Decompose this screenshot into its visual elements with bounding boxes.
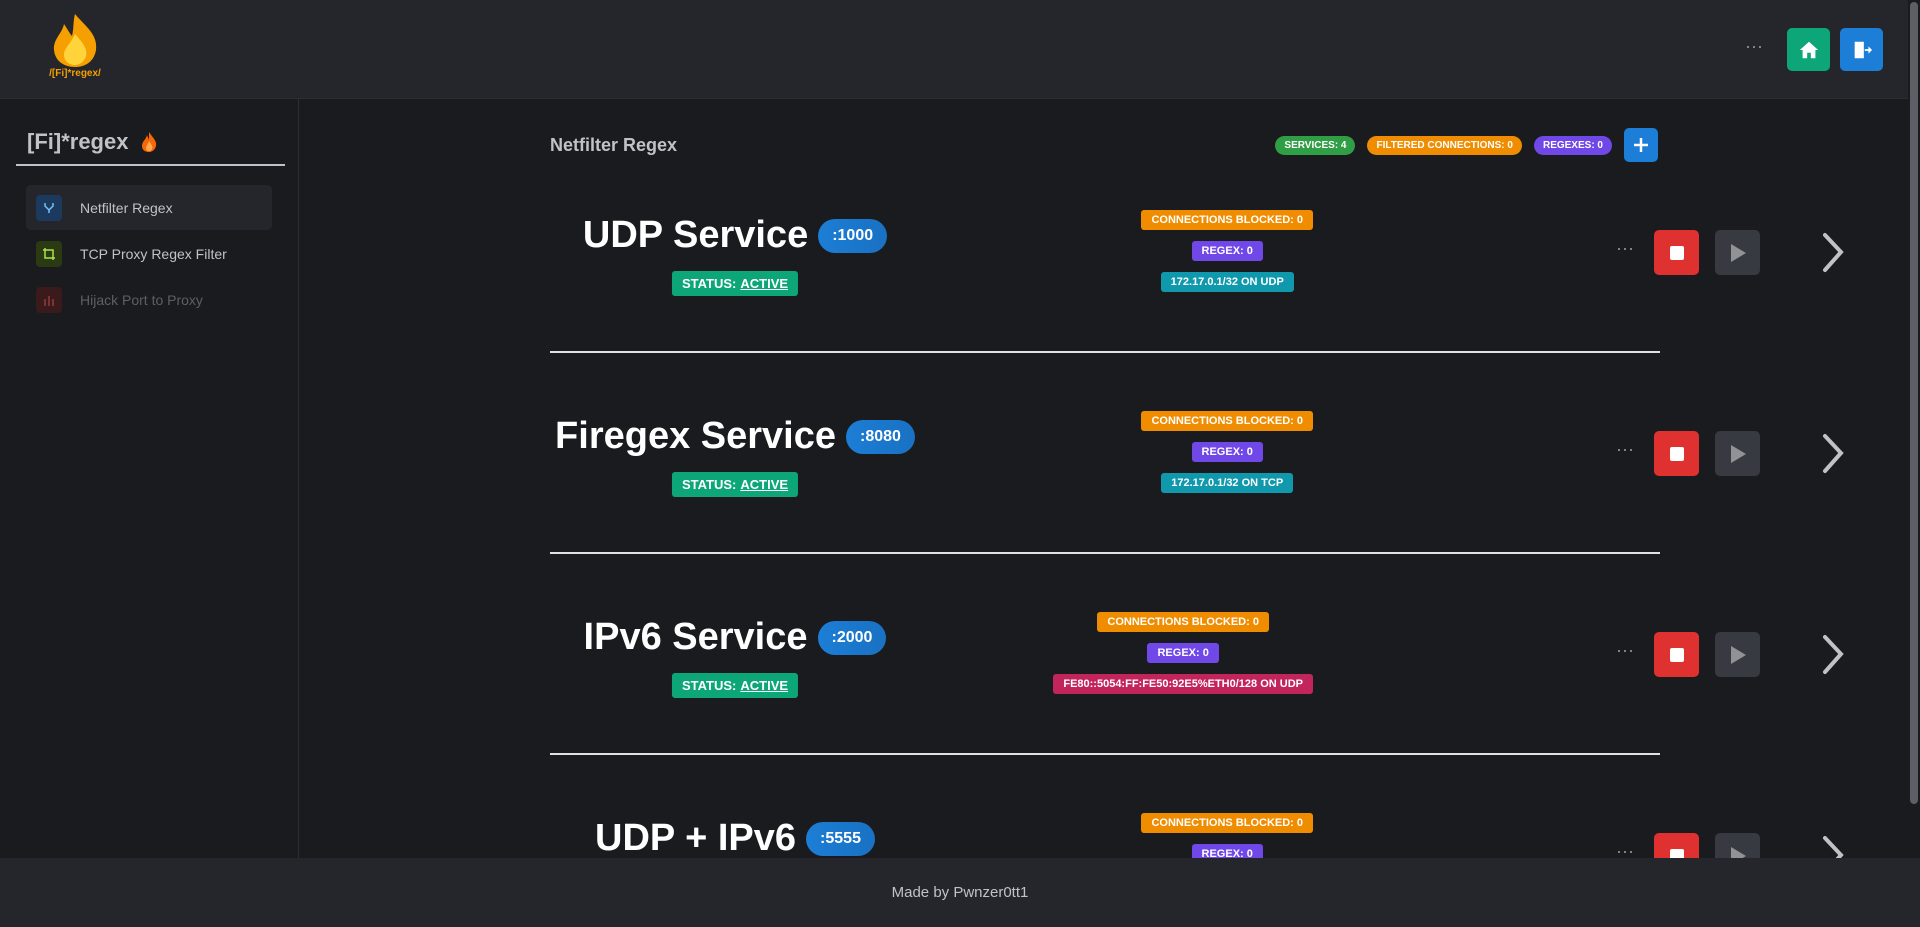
open-button[interactable] [1817, 833, 1847, 858]
regex-badge: REGEX: 0 [1191, 442, 1263, 462]
status-badge: STATUS: ACTIVE [671, 271, 799, 296]
service-tags: CONNECTIONS BLOCKED: 0 REGEX: 0 [1141, 813, 1313, 858]
name-line: IPv6 Service :2000 [550, 616, 920, 659]
address-badge: 172.17.0.1/32 ON TCP [1161, 473, 1294, 493]
header: /[Fi]*regex/ ··· [0, 0, 1920, 99]
stop-button[interactable] [1654, 230, 1699, 275]
stop-button[interactable] [1654, 833, 1699, 858]
home-button[interactable] [1787, 28, 1830, 71]
add-button[interactable] [1624, 128, 1658, 162]
service-menu[interactable]: ··· [1616, 640, 1634, 660]
regex-badge: REGEX: 0 [1191, 844, 1263, 858]
status-value: ACTIVE [740, 276, 789, 291]
service-menu[interactable]: ··· [1616, 238, 1634, 258]
summary-badges: SERVICES: 4 FILTERED CONNECTIONS: 0 REGEXE… [1263, 128, 1658, 162]
service-info: IPv6 Service :2000 STATUS: ACTIVE [550, 554, 920, 755]
nav-label: Netfilter Regex [80, 199, 173, 216]
nav-icon [36, 286, 62, 313]
footer: Made by Pwnzer0tt1 [0, 858, 1920, 927]
logo-flame [53, 14, 97, 67]
service-tags: CONNECTIONS BLOCKED: 0 REGEX: 0 172.17.0.1… [1141, 210, 1313, 292]
service-menu[interactable]: ··· [1616, 439, 1634, 459]
blocked-badge: CONNECTIONS BLOCKED: 0 [1141, 813, 1313, 833]
service-menu[interactable]: ··· [1616, 841, 1634, 858]
service-name: Firegex Service [555, 415, 837, 457]
nav-item[interactable]: Netfilter Regex [26, 185, 272, 230]
status-value: ACTIVE [740, 477, 789, 492]
service-info: UDP Service :1000 STATUS: ACTIVE [550, 152, 920, 353]
stop-button[interactable] [1654, 632, 1699, 677]
start-button[interactable] [1715, 230, 1760, 275]
nav-item[interactable]: Hijack Port to Proxy [26, 277, 272, 322]
service-name: IPv6 Service [583, 616, 808, 658]
nav-item[interactable]: TCP Proxy Regex Filter [26, 231, 272, 276]
port-badge: :5555 [806, 821, 875, 856]
address-badge: 172.17.0.1/32 ON UDP [1160, 272, 1294, 292]
service-info: Firegex Service :8080 STATUS: ACTIVE [550, 353, 920, 554]
service-name: UDP Service [582, 214, 809, 256]
service-row: UDP Service :1000 STATUS: ACTIVE CONNECTIONS… [550, 152, 1844, 353]
status-label: STATUS: [681, 477, 737, 492]
summary-badge: SERVICES: 4 [1275, 135, 1356, 155]
sidebar-title: [Fi]*regex [27, 129, 129, 154]
status-value: ACTIVE [740, 678, 789, 693]
stop-button[interactable] [1654, 431, 1699, 476]
summary-badge: REGEXES: 0 [1533, 135, 1612, 155]
sidebar [0, 99, 299, 858]
name-line: UDP Service :1000 [550, 214, 920, 257]
flame-icon [142, 132, 157, 152]
start-button[interactable] [1715, 833, 1760, 858]
open-button[interactable] [1817, 431, 1847, 481]
footer-text: Made by Pwnzer0tt1 [891, 884, 1029, 901]
status-badge: STATUS: ACTIVE [671, 472, 799, 497]
service-row: IPv6 Service :2000 STATUS: ACTIVE CONNECTION… [550, 554, 1844, 755]
main: Netfilter Regex SERVICES: 4 FILTERED CONN… [300, 99, 1908, 858]
scrollbar-thumb[interactable] [1910, 2, 1918, 804]
address-badge: FE80::5054:FF:FE50:92E5%ETH0/128 ON UDP [1053, 674, 1313, 694]
open-button[interactable] [1817, 230, 1847, 280]
start-button[interactable] [1715, 431, 1760, 476]
nav-label: Hijack Port to Proxy [80, 291, 203, 308]
name-line: UDP + IPv6 :5555 [550, 817, 920, 858]
menu-button[interactable]: ··· [1745, 36, 1763, 56]
service-info: UDP + IPv6 :5555 [550, 755, 920, 858]
nav-icon [36, 240, 62, 267]
open-button[interactable] [1817, 632, 1847, 682]
port-badge: :8080 [846, 419, 915, 454]
port-badge: :2000 [817, 620, 887, 655]
blocked-badge: CONNECTIONS BLOCKED: 0 [1141, 210, 1313, 230]
start-button[interactable] [1715, 632, 1760, 677]
regex-badge: REGEX: 0 [1191, 241, 1263, 261]
blocked-badge: CONNECTIONS BLOCKED: 0 [1141, 411, 1313, 431]
status-label: STATUS: [681, 678, 737, 693]
service-row: UDP + IPv6 :5555 CONNECTIONS BLOCKED: 0 REG… [550, 755, 1844, 858]
blocked-badge: CONNECTIONS BLOCKED: 0 [1097, 612, 1269, 632]
logout-button[interactable] [1840, 28, 1883, 71]
name-line: Firegex Service :8080 [550, 415, 920, 458]
logo-text: /[Fi]*regex/ [49, 68, 101, 79]
status-badge: STATUS: ACTIVE [671, 673, 799, 698]
status-label: STATUS: [681, 276, 737, 291]
service-name: UDP + IPv6 [595, 817, 797, 858]
divider [16, 164, 285, 166]
port-badge: :1000 [818, 218, 888, 253]
nav-label: TCP Proxy Regex Filter [80, 245, 227, 262]
nav-icon [36, 194, 62, 221]
service-tags: CONNECTIONS BLOCKED: 0 REGEX: 0 172.17.0.1… [1141, 411, 1313, 493]
service-row: Firegex Service :8080 STATUS: ACTIVE CONNECT… [550, 353, 1844, 554]
regex-badge: REGEX: 0 [1147, 643, 1219, 663]
page-title: Netfilter Regex [550, 135, 678, 155]
summary-badge: FILTERED CONNECTIONS: 0 [1367, 135, 1522, 155]
